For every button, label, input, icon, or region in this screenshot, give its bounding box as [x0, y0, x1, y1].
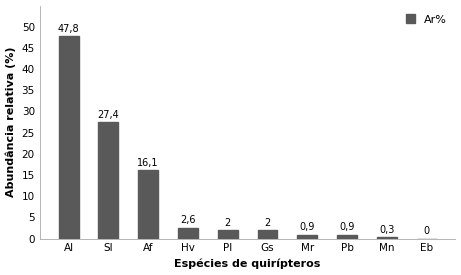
- Text: 0: 0: [424, 226, 430, 236]
- Text: 2: 2: [264, 218, 271, 227]
- Bar: [178, 227, 198, 238]
- Text: 16,1: 16,1: [137, 158, 159, 168]
- X-axis label: Espécies de quirípteros: Espécies de quirípteros: [174, 259, 321, 270]
- Bar: [59, 36, 78, 238]
- Bar: [138, 170, 158, 238]
- Bar: [218, 230, 237, 238]
- Bar: [297, 235, 317, 238]
- Text: 2: 2: [225, 218, 231, 227]
- Text: 47,8: 47,8: [58, 23, 79, 34]
- Legend: Ar%: Ar%: [402, 11, 450, 28]
- Text: 27,4: 27,4: [97, 110, 119, 120]
- Y-axis label: Abundância relativa (%): Abundância relativa (%): [6, 47, 16, 197]
- Text: 0,3: 0,3: [379, 225, 395, 235]
- Bar: [337, 235, 357, 238]
- Text: 0,9: 0,9: [339, 222, 355, 232]
- Text: 2,6: 2,6: [180, 215, 195, 225]
- Text: 0,9: 0,9: [300, 222, 315, 232]
- Bar: [98, 122, 118, 238]
- Bar: [377, 237, 397, 238]
- Bar: [258, 230, 278, 238]
